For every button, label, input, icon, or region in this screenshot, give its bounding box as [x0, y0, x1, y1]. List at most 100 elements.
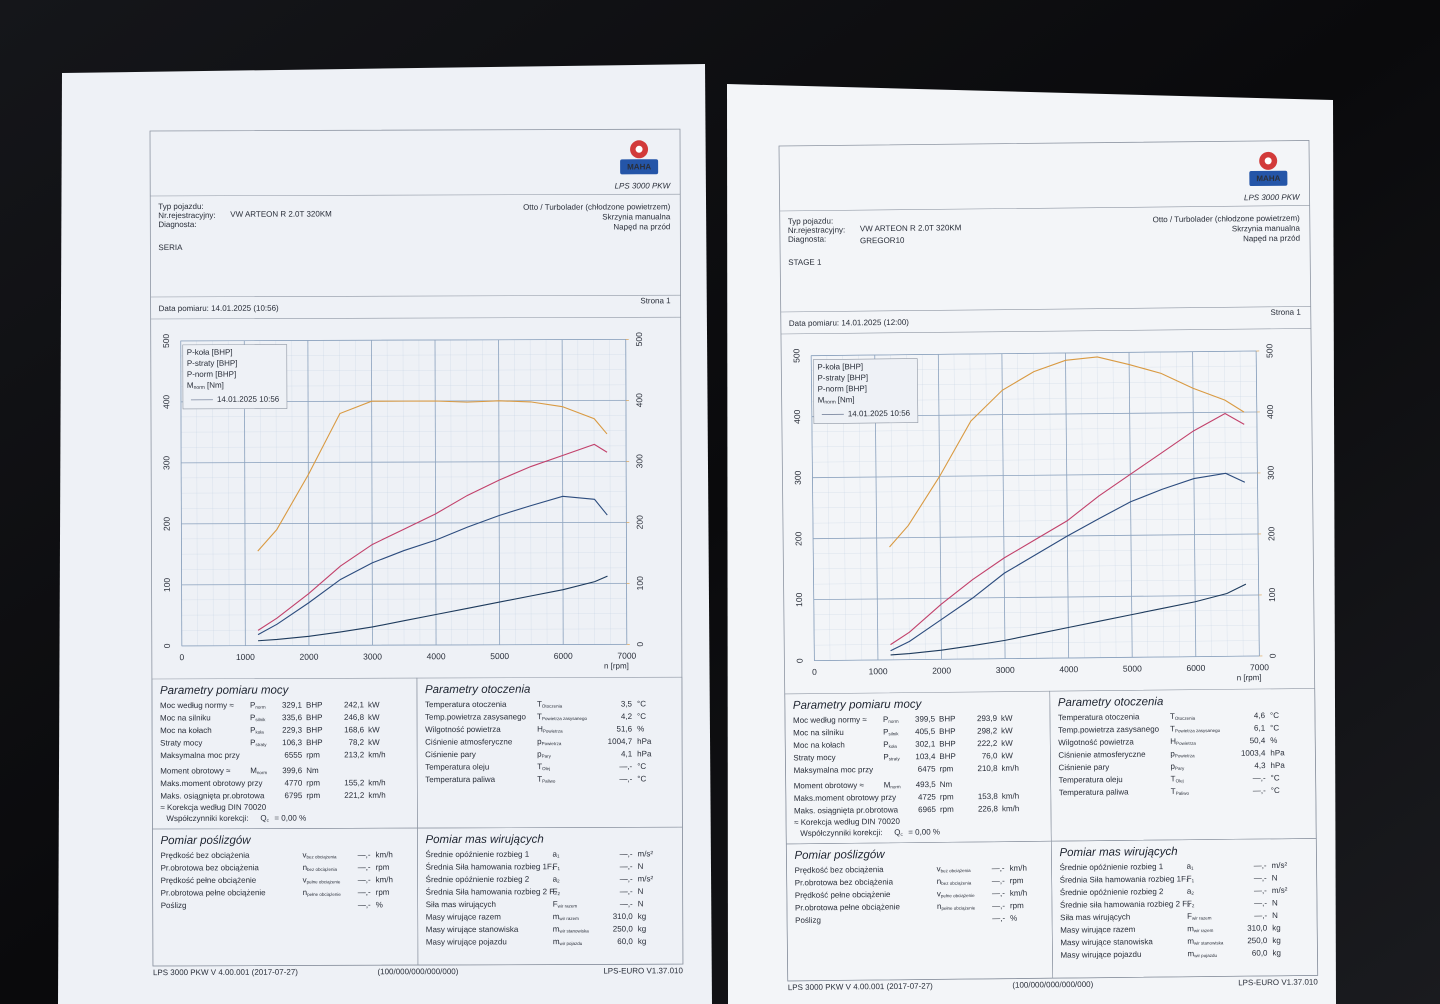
param-value: —,-	[992, 864, 1005, 873]
field-label: Nr.rejestracyjny:	[788, 225, 845, 235]
footer: LPS 3000 PKW V 4.00.001 (2017-07-27)	[153, 968, 298, 978]
param-value: 329,1	[282, 701, 303, 710]
symbol-main: Q	[260, 814, 266, 823]
param-label: Ciśnienie pary	[425, 750, 476, 759]
legend-date: 14.01.2025 10:56	[217, 395, 280, 404]
param-label: Moment obrotowy ≈	[794, 781, 865, 791]
section-title: Pomiar poślizgów	[794, 849, 885, 862]
param-unit: rpm	[376, 888, 390, 897]
param-value: —,-	[992, 876, 1005, 885]
symbol: vbez obciążenia	[937, 864, 972, 873]
logo-box	[620, 159, 659, 175]
param-label: Ciśnienie atmosferyczne	[1058, 750, 1146, 760]
legend-date: 14.01.2025 10:56	[848, 409, 911, 419]
symbol-sub: 2	[557, 879, 560, 884]
param-label: Średnie opóźnienie rozbieg 1	[1060, 862, 1164, 872]
param-label: Moment obrotowy ≈	[160, 766, 231, 775]
symbol: TPowietrza zasysanego	[1170, 724, 1221, 734]
x-tick-label: 7000	[617, 651, 636, 661]
param-unit: rpm	[1010, 876, 1024, 885]
logo-text: MAHA	[627, 162, 651, 171]
param-unit: %	[1010, 914, 1017, 923]
param-unit: kg	[638, 912, 646, 921]
symbol-main: T	[1170, 724, 1175, 733]
param-value: 310,0	[613, 912, 634, 921]
rule	[779, 205, 1310, 212]
x-tick-label: 3000	[996, 665, 1015, 675]
param-value: —,-	[358, 900, 371, 909]
param-value: —,-	[619, 774, 632, 783]
page-number: Strona 1	[1270, 308, 1301, 317]
x-tick-label: 3000	[363, 651, 382, 661]
param-unit: hPa	[637, 749, 652, 758]
param-unit: km/h	[376, 875, 393, 884]
section-title: Parametry pomiaru mocy	[160, 685, 290, 697]
symbol: Qc	[260, 814, 269, 823]
param-unit: N	[638, 887, 644, 896]
symbol: TOtoczenia	[1170, 712, 1196, 721]
param-unit: °C	[1271, 786, 1280, 795]
param-label: Temperatura otoczenia	[425, 700, 507, 709]
param-value: —,-	[992, 901, 1005, 910]
param-value: 106,3	[282, 738, 303, 747]
param-unit: kW	[368, 725, 380, 734]
param-value: 399,5	[915, 715, 936, 724]
symbol-sub: norm	[257, 770, 268, 775]
param-value: —,-	[620, 849, 633, 858]
param-unit: rpm	[939, 764, 953, 773]
factor-value: = 0,00 %	[908, 827, 940, 836]
param-value: 50,4	[1250, 736, 1266, 745]
param-unit: rpm	[306, 791, 320, 800]
param-unit: kg	[638, 937, 646, 946]
grid-line	[1192, 351, 1197, 657]
symbol: pPary	[537, 750, 551, 759]
symbol: Pnorm	[883, 715, 899, 724]
symbol-sub: Powietrza zasysanego	[1175, 728, 1221, 733]
param-label: Średnie opóźnienie rozbieg 2	[426, 875, 530, 884]
date: Data pomiaru: 14.01.2025 (12:00)	[789, 318, 910, 328]
symbol-sub: pełne obciążenie	[941, 906, 975, 911]
param-label: Średnia Siła hamowania rozbieg 1F₁	[1060, 874, 1189, 884]
param-label: Moc według normy ≈	[793, 715, 867, 725]
footer: LPS-EURO V1.37.010	[603, 966, 683, 975]
param-value: 493,5	[916, 780, 937, 789]
symbol-main: T	[1171, 787, 1176, 796]
legend-name: P-norm [BHP]	[818, 384, 867, 394]
symbol: npełne obciążenie	[937, 902, 976, 911]
variant: STAGE 1	[788, 258, 822, 267]
symbol-sub: bez obciążenia	[941, 881, 972, 886]
symbol: Pstraty	[883, 752, 900, 761]
legend-entry: P-norm [BHP]	[187, 370, 236, 379]
variant: SERIA	[158, 243, 183, 252]
symbol-sub: Paliwo	[542, 779, 556, 784]
field-label: Typ pojazdu:	[788, 217, 833, 226]
param-value: 155,2	[344, 778, 365, 787]
rule	[150, 294, 681, 298]
param-value: 6795	[285, 791, 303, 800]
param-unit: km/h	[1010, 889, 1027, 898]
symbol-sub: Powietrza	[1175, 753, 1195, 758]
param-label: Straty mocy	[793, 753, 835, 762]
symbol-main: n	[937, 877, 942, 886]
param-value: 221,2	[344, 791, 365, 800]
x-tick-label: 7000	[1250, 662, 1269, 672]
symbol-sub: wir stanowiska	[1194, 941, 1224, 946]
y2-tick-label: 0	[1268, 653, 1278, 658]
param-value: —,-	[358, 875, 371, 884]
param-unit: hPa	[637, 737, 652, 746]
symbol-main: T	[537, 700, 542, 709]
legend-name: P-straty [BHP]	[817, 373, 868, 383]
symbol-main: F	[553, 862, 558, 871]
param-value: —,-	[620, 862, 633, 871]
param-unit: °C	[1271, 773, 1280, 782]
vehicle: VW ARTEON R 2.0T 320KM	[860, 223, 962, 233]
section-title: Pomiar poślizgów	[160, 835, 251, 847]
symbol-main: Q	[894, 828, 900, 837]
param-unit: m/s²	[638, 849, 654, 858]
symbol: mwir stanowiska	[553, 925, 589, 934]
symbol-sub: Powietrza	[1176, 741, 1196, 746]
param-unit: °C	[1270, 723, 1279, 732]
param-value: —,-	[1254, 899, 1267, 908]
grid-line	[813, 594, 1259, 601]
